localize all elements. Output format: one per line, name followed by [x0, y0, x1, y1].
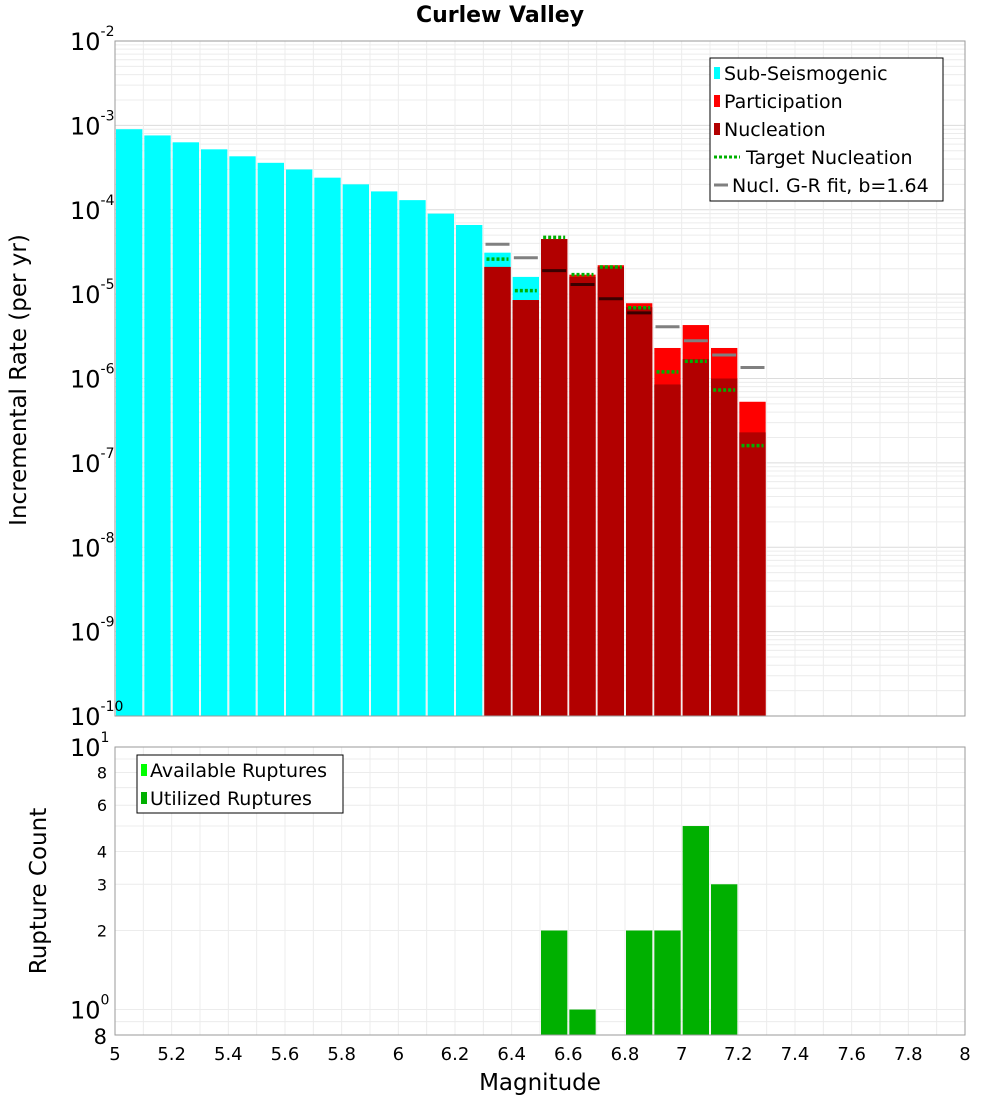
sub-seismogenic-bar: [257, 162, 284, 716]
utilized-ruptures-bar: [569, 1009, 596, 1035]
bottom-bars: [541, 826, 738, 1035]
top-y-tick-label: 10-2: [70, 24, 115, 56]
bottom-y-axis-label: Rupture Count: [26, 808, 52, 974]
bottom-y-tick-label: 8: [97, 763, 107, 782]
legend-label-available: Available Ruptures: [150, 760, 327, 782]
x-axis-label: Magnitude: [479, 1070, 601, 1096]
x-tick-label: 5.4: [214, 1044, 243, 1065]
sub-seismogenic-bar: [172, 142, 199, 716]
bottom-y-tick-label: 101: [70, 730, 109, 762]
x-tick-label: 7.8: [894, 1044, 923, 1065]
x-tick-label: 5.2: [157, 1044, 186, 1065]
x-tick-label: 8: [959, 1044, 970, 1065]
nucleation-bar: [739, 432, 766, 716]
legend-label-utilized: Utilized Ruptures: [150, 788, 312, 810]
x-tick-label: 6: [393, 1044, 404, 1065]
legend-label-participation: Participation: [724, 91, 843, 113]
bottom-y-tick-label: 100: [70, 993, 109, 1025]
sub-seismogenic-bar: [342, 184, 369, 717]
utilized-ruptures-bar: [682, 826, 709, 1035]
chart-title: Curlew Valley: [416, 3, 584, 28]
sub-seismogenic-bar: [399, 200, 426, 716]
top-y-tick-label: 10-9: [70, 615, 115, 647]
x-tick-label: 5.8: [327, 1044, 356, 1065]
utilized-ruptures-bar: [654, 930, 681, 1035]
nucleation-bar: [484, 266, 511, 716]
top-legend-box: [709, 57, 944, 202]
bottom-y-tick-label: 3: [97, 875, 107, 894]
bottom-y-tick-label: 4: [97, 842, 107, 861]
legend-label-nucleation: Nucleation: [724, 119, 826, 141]
x-tick-label: 5: [109, 1044, 120, 1065]
legend-swatch-sub-seismogenic: [714, 67, 720, 79]
top-y-tick-label: 10-6: [70, 362, 115, 394]
nucleation-bar: [597, 266, 624, 716]
sub-seismogenic-bar: [314, 177, 341, 716]
legend-label-gr-fit: Nucl. G-R fit, b=1.64: [732, 175, 929, 197]
x-tick-label: 6.4: [497, 1044, 526, 1065]
bottom-y-tick-label: 6: [97, 796, 107, 815]
top-legend: Sub-Seismogenic Participation Nucleation…: [709, 57, 944, 202]
nucleation-bar: [682, 359, 709, 716]
sub-seismogenic-bar: [427, 213, 454, 717]
top-markers: [485, 235, 765, 448]
legend-label-sub-seismogenic: Sub-Seismogenic: [724, 63, 888, 85]
legend-label-target-nucleation: Target Nucleation: [745, 147, 913, 169]
bottom-y-tick-label: 2: [97, 922, 107, 941]
x-tick-labels: 5 5.2 5.4 5.6 5.8 6 6.2 6.4 6.6 6.8 7 7.2 7.4 7.6 7.8 8: [109, 1044, 970, 1065]
top-y-axis-label: Incremental Rate (per yr): [6, 234, 32, 526]
bottom-plot-frame: [114, 746, 966, 1036]
nucleation-bar: [711, 378, 738, 716]
sub-seismogenic-bar: [201, 149, 228, 716]
bottom-y-tick-label: 8: [94, 1025, 107, 1049]
top-y-tick-label: 10-5: [70, 277, 115, 309]
utilized-ruptures-bar: [711, 884, 738, 1035]
sub-seismogenic-bar: [371, 191, 398, 717]
x-tick-label: 6.6: [554, 1044, 583, 1065]
legend-swatch-participation: [714, 95, 720, 107]
top-y-tick-label: 10-3: [70, 108, 115, 140]
utilized-ruptures-bar: [541, 930, 568, 1035]
top-y-tick-label: 10-4: [70, 193, 115, 225]
x-tick-label: 5.6: [271, 1044, 300, 1065]
x-tick-label: 7.6: [837, 1044, 866, 1065]
legend-swatch-nucleation: [714, 123, 720, 135]
sub-seismogenic-bar: [144, 135, 171, 717]
bottom-legend: Available Ruptures Utilized Ruptures: [136, 754, 344, 814]
nucleation-bar: [626, 307, 653, 716]
top-y-tick-labels: 10-2 10-3 10-4 10-5 10-6 10-7 10-8 10-9 10-10: [70, 24, 123, 731]
x-tick-label: 6.8: [611, 1044, 640, 1065]
sub-seismogenic-bar: [456, 224, 483, 716]
x-tick-label: 6.2: [441, 1044, 470, 1065]
top-y-tick-label: 10-8: [70, 530, 115, 562]
nucleation-bar: [569, 276, 596, 716]
top-bars: [116, 129, 766, 717]
top-plot-frame: [114, 40, 966, 717]
utilized-ruptures-bar: [626, 930, 653, 1035]
x-tick-label: 7.4: [781, 1044, 810, 1065]
sub-seismogenic-bar: [286, 169, 313, 716]
x-tick-label: 7.2: [724, 1044, 753, 1065]
x-tick-label: 7: [676, 1044, 687, 1065]
nucleation-bar: [654, 384, 681, 716]
legend-swatch-available: [141, 764, 147, 776]
legend-swatch-utilized: [141, 792, 147, 804]
nucleation-bar: [512, 300, 539, 716]
nucleation-bar: [541, 239, 568, 716]
sub-seismogenic-bar: [116, 129, 143, 717]
bottom-legend-box: [136, 754, 344, 814]
sub-seismogenic-bar: [229, 156, 256, 717]
top-y-tick-label: 10-10: [70, 699, 123, 731]
top-y-tick-label: 10-7: [70, 446, 115, 478]
